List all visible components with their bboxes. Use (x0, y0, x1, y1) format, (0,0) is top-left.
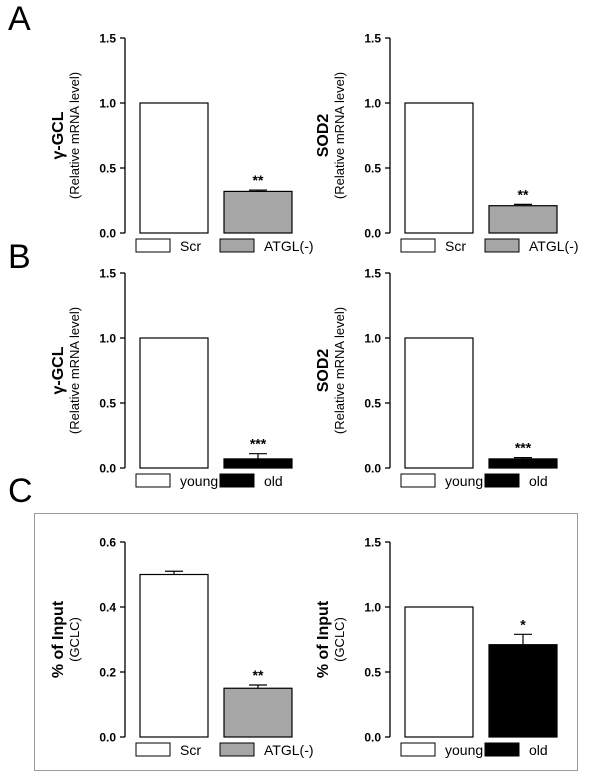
legend-label-0: young (180, 473, 218, 489)
y-tick-label: 0.0 (364, 462, 381, 476)
bar-1 (488, 205, 558, 234)
legend-label-1: old (529, 473, 548, 489)
chart-a-sod2: 0.0 0.5 1.0 1.5 SOD2 (Relative mRNA level) ** S… (300, 0, 600, 267)
y-axis-title: γ-GCL (50, 111, 67, 159)
y-tick-label: 0.0 (99, 731, 116, 745)
y-tick-label: 1.0 (364, 332, 381, 346)
legend-label-1: ATGL(-) (264, 238, 314, 254)
y-tick-label: 0.0 (99, 227, 116, 241)
chart-b-gamma-gcl-svg: 0.0 0.5 1.0 1.5 γ-GCL (Relative mRNA level) **… (50, 267, 293, 489)
legend-label-0: Scr (445, 238, 466, 254)
y-tick-label: 0.0 (364, 731, 381, 745)
legend-label-1: old (529, 742, 548, 758)
chart-b-sod2: 0.0 0.5 1.0 1.5 SOD2 (Relative mRNA level) ***… (300, 238, 600, 505)
legend-swatch-0 (400, 742, 436, 757)
legend-swatch-1 (219, 473, 255, 488)
y-tick-label: 1.5 (99, 32, 116, 46)
panel-label-c: C (8, 472, 33, 510)
y-tick-label: 0.5 (99, 397, 116, 411)
legend-label-1: old (264, 473, 283, 489)
significance-marker: ** (253, 667, 264, 683)
y-tick-label: 0.5 (364, 666, 381, 680)
y-tick-label: 1.5 (364, 536, 381, 550)
chart-c-scr-atgl-svg: 0.0 0.2 0.4 0.6 % of Input (GCLC) ** Scr ATGL(-) (50, 536, 314, 759)
y-axis-title: % of Input (315, 600, 332, 678)
chart-c-young-old-svg: 0.0 0.5 1.0 1.5 % of Input (GCLC) * young old (315, 536, 558, 758)
legend-label-0: Scr (180, 742, 201, 758)
significance-marker: ** (253, 172, 264, 188)
panel-c-frame (34, 513, 578, 771)
legend-label-0: young (445, 473, 483, 489)
legend-swatch-0 (135, 238, 171, 253)
bar-0 (404, 102, 474, 234)
legend-swatch-1 (484, 742, 520, 757)
bar-1 (488, 644, 558, 738)
bar-1 (223, 190, 293, 234)
bar-1 (223, 687, 293, 738)
legend-label-1: ATGL(-) (529, 238, 579, 254)
y-axis-subtitle: (Relative mRNA level) (332, 307, 347, 434)
bar-1 (488, 458, 558, 469)
y-axis-subtitle: (GCLC) (67, 617, 82, 662)
y-axis-subtitle: (Relative mRNA level) (67, 72, 82, 199)
bar-0 (139, 337, 209, 469)
y-axis-title: SOD2 (315, 349, 332, 393)
legend-swatch-0 (400, 238, 436, 253)
y-tick-label: 0.5 (99, 162, 116, 176)
y-tick-label: 1.5 (99, 267, 116, 281)
legend-swatch-1 (219, 742, 255, 757)
y-tick-label: 1.0 (364, 97, 381, 111)
chart-b-sod2-svg: 0.0 0.5 1.0 1.5 SOD2 (Relative mRNA level) ***… (315, 267, 558, 489)
bar-0 (139, 102, 209, 234)
legend-label-0: young (445, 742, 483, 758)
chart-b-gamma-gcl: 0.0 0.5 1.0 1.5 γ-GCL (Relative mRNA level) **… (0, 238, 300, 505)
significance-marker: ** (518, 186, 529, 202)
bar-1 (223, 458, 293, 469)
y-tick-label: 0.0 (364, 227, 381, 241)
chart-a-gamma-gcl: 0.0 0.5 1.0 1.5 γ-GCL (Relative mRNA level) **… (0, 0, 314, 267)
y-axis-subtitle: (Relative mRNA level) (332, 72, 347, 199)
legend-swatch-0 (135, 742, 171, 757)
bar-0 (139, 573, 209, 738)
y-tick-label: 1.0 (364, 601, 381, 615)
significance-marker: *** (515, 440, 532, 456)
y-axis-subtitle: (Relative mRNA level) (67, 307, 82, 434)
y-tick-label: 0.0 (99, 462, 116, 476)
y-axis-title: γ-GCL (50, 346, 67, 394)
bar-0 (404, 606, 474, 738)
y-axis-title: SOD2 (315, 114, 332, 158)
y-tick-label: 1.5 (364, 32, 381, 46)
legend-swatch-1 (484, 473, 520, 488)
significance-marker: * (520, 616, 526, 632)
panel-label-b: B (8, 238, 31, 276)
legend-swatch-1 (484, 238, 520, 253)
chart-a-gamma-gcl-svg: 0.0 0.5 1.0 1.5 γ-GCL (Relative mRNA level) **… (50, 32, 314, 255)
y-tick-label: 1.0 (99, 97, 116, 111)
chart-a-sod2-svg: 0.0 0.5 1.0 1.5 SOD2 (Relative mRNA level) ** S… (315, 32, 579, 255)
y-axis-title: % of Input (50, 600, 67, 678)
legend-label-0: Scr (180, 238, 201, 254)
y-tick-label: 1.5 (364, 267, 381, 281)
legend-swatch-0 (400, 473, 436, 488)
y-axis-subtitle: (GCLC) (332, 617, 347, 662)
y-tick-label: 0.5 (364, 162, 381, 176)
y-tick-label: 0.2 (99, 666, 116, 680)
legend-swatch-1 (219, 238, 255, 253)
legend-swatch-0 (135, 473, 171, 488)
y-tick-label: 1.0 (99, 332, 116, 346)
y-tick-label: 0.6 (99, 536, 116, 550)
panel-label-a: A (8, 0, 31, 38)
chart-c-young-old: 0.0 0.5 1.0 1.5 % of Input (GCLC) * young old (300, 508, 600, 775)
y-tick-label: 0.4 (99, 601, 116, 615)
bar-0 (404, 337, 474, 469)
legend-label-1: ATGL(-) (264, 742, 314, 758)
significance-marker: *** (250, 436, 267, 452)
chart-c-scr-atgl: 0.0 0.2 0.4 0.6 % of Input (GCLC) ** Scr ATGL(-) (0, 508, 314, 775)
y-tick-label: 0.5 (364, 397, 381, 411)
